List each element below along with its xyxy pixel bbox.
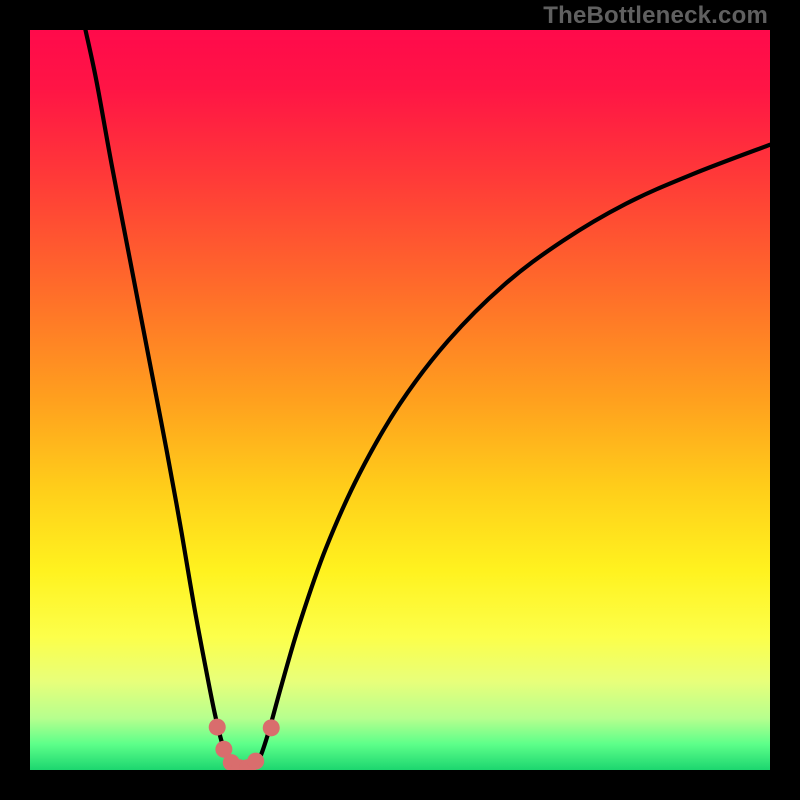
marker-point bbox=[247, 753, 264, 770]
watermark-text: TheBottleneck.com bbox=[543, 2, 768, 30]
plot-area bbox=[30, 30, 770, 770]
marker-point bbox=[263, 719, 280, 736]
chart-svg bbox=[30, 30, 770, 770]
marker-point bbox=[209, 719, 226, 736]
